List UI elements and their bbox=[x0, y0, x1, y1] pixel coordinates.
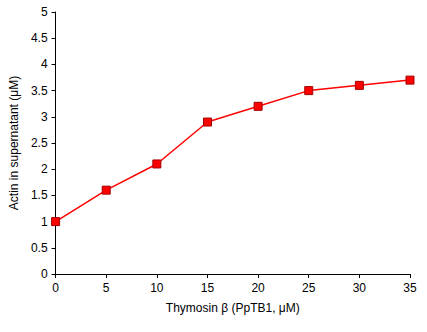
svg-text:Thymosin β (PpTB1, μM): Thymosin β (PpTB1, μM) bbox=[166, 301, 300, 315]
svg-text:3.5: 3.5 bbox=[31, 84, 48, 98]
svg-text:1: 1 bbox=[41, 215, 48, 229]
svg-text:3: 3 bbox=[41, 110, 48, 124]
svg-text:5: 5 bbox=[103, 281, 110, 295]
svg-text:4.5: 4.5 bbox=[31, 31, 48, 45]
svg-text:0.5: 0.5 bbox=[31, 241, 48, 255]
svg-text:20: 20 bbox=[251, 281, 265, 295]
svg-text:0: 0 bbox=[52, 281, 59, 295]
svg-text:1.5: 1.5 bbox=[31, 188, 48, 202]
svg-text:25: 25 bbox=[302, 281, 316, 295]
svg-text:30: 30 bbox=[353, 281, 367, 295]
svg-text:2.5: 2.5 bbox=[31, 136, 48, 150]
svg-text:Actin in supernatant (μM): Actin in supernatant (μM) bbox=[7, 76, 21, 210]
svg-text:2: 2 bbox=[41, 162, 48, 176]
svg-text:5: 5 bbox=[41, 5, 48, 19]
svg-text:0: 0 bbox=[41, 267, 48, 281]
svg-text:35: 35 bbox=[403, 281, 417, 295]
svg-text:10: 10 bbox=[150, 281, 164, 295]
svg-text:15: 15 bbox=[201, 281, 215, 295]
svg-text:4: 4 bbox=[41, 57, 48, 71]
